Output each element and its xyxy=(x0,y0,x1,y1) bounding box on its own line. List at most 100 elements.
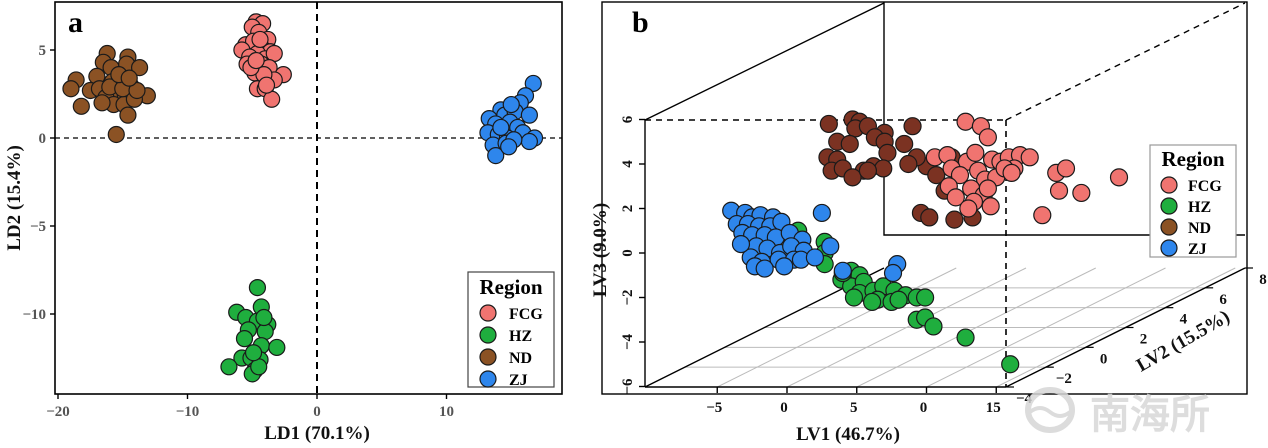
x-tick-label: 0 xyxy=(313,404,321,420)
z-tick-label: 6 xyxy=(620,115,636,123)
point-zj xyxy=(520,106,538,124)
point-fcg xyxy=(1109,168,1129,187)
panel-b-z-ticks: −6 −4 −2 0 2 4 6 xyxy=(620,115,645,395)
point-nd xyxy=(62,80,80,98)
point-fcg xyxy=(257,76,276,94)
point-nd xyxy=(128,81,146,100)
panel-a-x-ticks: −20 −10 0 10 xyxy=(46,394,454,420)
legend-title: Region xyxy=(1162,147,1225,171)
point-hz xyxy=(956,328,975,347)
x-tick-label: −10 xyxy=(176,404,200,420)
floor-grid-line xyxy=(996,267,1236,388)
panel-b-z-axis-label: LV3 (9.0%) xyxy=(590,203,611,297)
panel-b-points xyxy=(722,110,1129,374)
panel-a-y-axis-label: LD2 (15.4%) xyxy=(4,145,25,251)
panel-a-points xyxy=(62,13,544,383)
panel-a-y-ticks: 5 0 −5 −10 xyxy=(22,43,55,323)
legend-label-zj: ZJ xyxy=(1188,241,1207,258)
point-zj xyxy=(500,138,518,156)
point-nd xyxy=(903,117,922,136)
x-tick-label: −5 xyxy=(706,400,722,416)
point-hz xyxy=(268,338,286,357)
point-nd xyxy=(878,143,897,162)
panel-b-floor-grid xyxy=(684,267,1236,388)
point-zj xyxy=(524,74,542,93)
point-fcg xyxy=(1049,181,1069,200)
point-hz xyxy=(844,288,864,307)
floor-grid-line xyxy=(717,267,957,388)
panel-b-frame xyxy=(601,1,1248,395)
point-nd xyxy=(130,58,149,77)
point-hz xyxy=(244,344,263,362)
panel-b-x-axis-label: LV1 (46.7%) xyxy=(796,424,900,445)
y-tick-label: 0 xyxy=(39,131,47,147)
floor-grid-line xyxy=(786,267,1027,388)
point-hz xyxy=(220,358,238,376)
legend-marker-hz xyxy=(479,326,497,344)
y-tick-label: −5 xyxy=(30,219,46,235)
point-nd xyxy=(858,161,878,180)
point-fcg xyxy=(1033,206,1052,225)
watermark-logo-icon xyxy=(1025,387,1075,433)
legend-marker-fcg xyxy=(479,304,497,322)
point-zj xyxy=(805,248,825,267)
panel-a-legend: Region FCG HZ ND ZJ xyxy=(467,271,555,389)
y-tick-label: 8 xyxy=(1259,272,1267,288)
point-hz xyxy=(1001,355,1020,374)
point-nd xyxy=(120,69,138,87)
point-fcg xyxy=(1056,159,1076,178)
z-tick-label: 4 xyxy=(620,160,636,168)
point-nd xyxy=(945,210,964,229)
point-fcg xyxy=(1072,183,1091,203)
point-fcg xyxy=(956,112,975,131)
legend-marker-nd xyxy=(1160,218,1178,236)
legend-marker-hz xyxy=(1160,197,1178,215)
legend-marker-zj xyxy=(479,370,497,388)
point-nd xyxy=(819,114,838,134)
point-nd xyxy=(920,208,939,227)
point-zj xyxy=(520,132,538,151)
point-zj xyxy=(502,95,520,114)
point-hz xyxy=(889,290,908,309)
point-fcg xyxy=(981,197,1000,216)
point-fcg xyxy=(946,188,965,207)
point-fcg xyxy=(978,128,997,147)
panel-a-label: a xyxy=(68,6,83,39)
y-tick-label: 2 xyxy=(1140,332,1148,348)
legend-marker-zj xyxy=(1160,239,1178,257)
point-fcg xyxy=(950,166,970,185)
floor-grid-line xyxy=(926,267,1166,388)
panel-a: −20 −10 0 10 5 0 −5 −10 a LD1 (70.1%) LD2 (15.… xyxy=(4,1,563,444)
z-tick-label: 0 xyxy=(620,249,636,257)
x-tick-label: −20 xyxy=(46,404,70,420)
point-hz xyxy=(248,279,267,297)
point-fcg xyxy=(966,143,985,162)
point-zj xyxy=(755,259,774,278)
point-nd xyxy=(843,168,862,187)
point-zj xyxy=(775,257,794,276)
point-fcg xyxy=(247,51,265,70)
x-tick-label: 15 xyxy=(986,400,1001,416)
point-nd xyxy=(93,94,111,112)
point-nd xyxy=(840,134,859,154)
z-tick-label: −6 xyxy=(620,378,636,395)
legend-marker-nd xyxy=(479,348,497,366)
legend-label-hz: HZ xyxy=(1188,199,1211,216)
x-tick-label: 0 xyxy=(780,400,788,416)
x-tick-label: 5 xyxy=(850,400,858,416)
legend-label-nd: ND xyxy=(509,350,532,367)
point-nd xyxy=(72,97,90,115)
point-zj xyxy=(812,203,831,223)
point-zj xyxy=(883,263,903,283)
panel-b: −5 0 5 0 15 −6 −4 −2 0 2 4 6 −4 −2 0 2 4 6 8 b LV1 (46.7… xyxy=(590,1,1267,445)
legend-label-nd: ND xyxy=(1188,220,1211,237)
y-tick-label: 4 xyxy=(1180,312,1188,328)
point-nd xyxy=(119,106,137,124)
panel-a-x-axis-label: LD1 (70.1%) xyxy=(264,423,370,444)
x-tick-label: 0 xyxy=(920,400,928,416)
point-zj xyxy=(487,147,505,165)
watermark-text: 南海所 xyxy=(1090,392,1210,438)
panel-b-top-right-edge xyxy=(1005,2,1246,121)
panel-b-legend: Region FCG HZ ND ZJ xyxy=(1149,144,1237,258)
